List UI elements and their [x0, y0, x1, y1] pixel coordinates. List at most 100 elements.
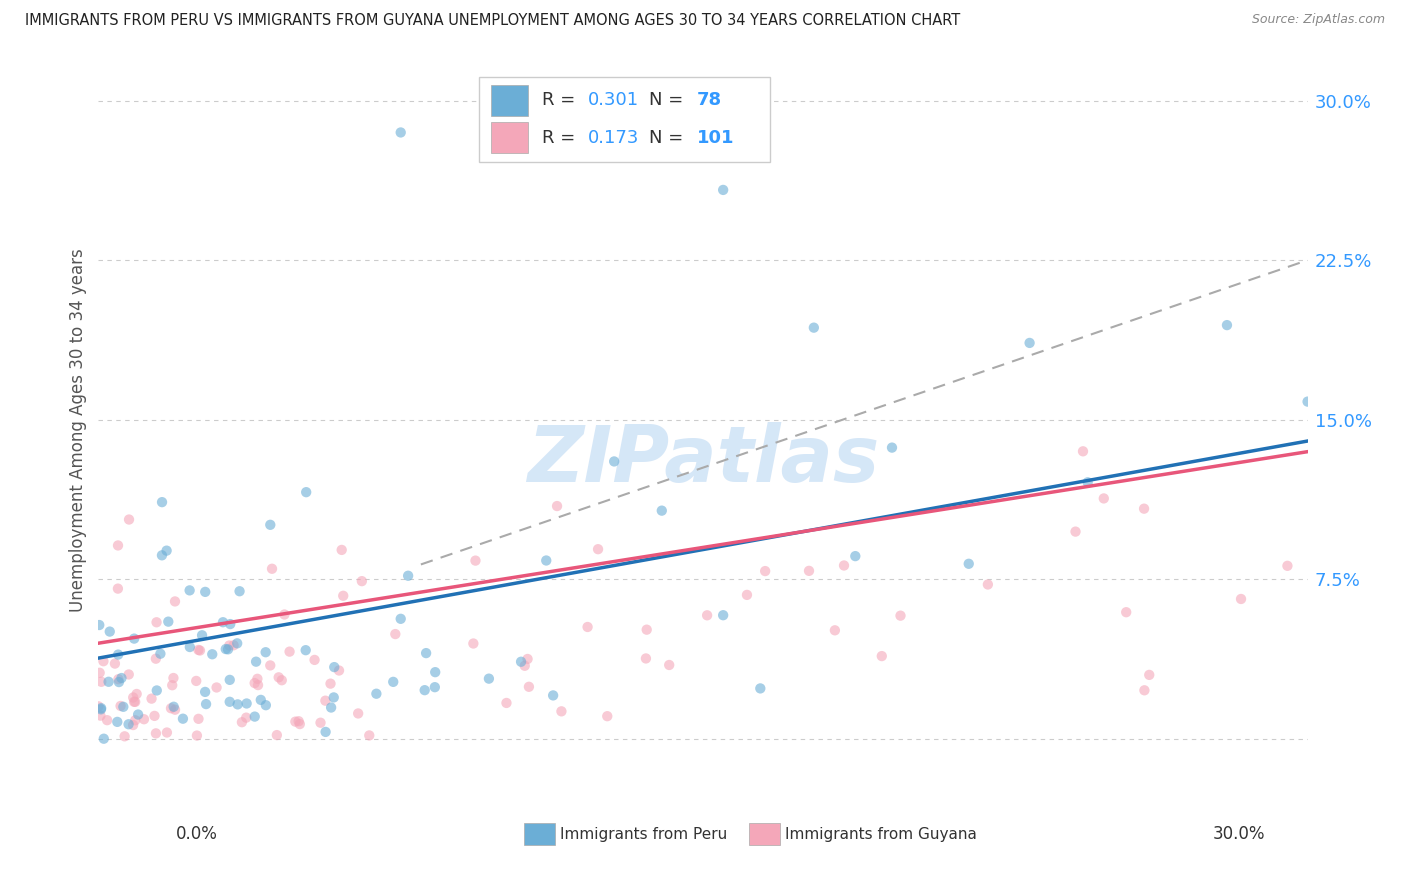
Point	[977, 577, 1000, 591]
Point	[1115, 605, 1137, 619]
Point	[254, 645, 277, 659]
Point	[118, 667, 141, 681]
Point	[124, 695, 146, 709]
Point	[235, 711, 257, 725]
Point	[651, 503, 673, 517]
Point	[163, 699, 186, 714]
Point	[803, 320, 825, 334]
Point	[382, 674, 405, 689]
Point	[107, 648, 129, 662]
Point	[245, 655, 267, 669]
Point	[112, 699, 135, 714]
Point	[634, 651, 657, 665]
Point	[150, 495, 173, 509]
Point	[187, 712, 209, 726]
Text: N =: N =	[648, 128, 689, 146]
Point	[319, 676, 342, 690]
Point	[226, 698, 249, 712]
Point	[658, 658, 681, 673]
Point	[824, 624, 846, 638]
Point	[321, 700, 343, 714]
Point	[889, 608, 911, 623]
Point	[93, 731, 115, 746]
Point	[156, 725, 179, 739]
Point	[294, 643, 316, 657]
Point	[1092, 491, 1115, 506]
Point	[495, 696, 517, 710]
Point	[179, 640, 201, 654]
Point	[749, 681, 772, 696]
Point	[110, 698, 132, 713]
Point	[266, 728, 288, 742]
Point	[259, 658, 281, 673]
Point	[107, 538, 129, 552]
Point	[145, 615, 167, 630]
Point	[93, 654, 115, 668]
Text: 30.0%: 30.0%	[1213, 825, 1265, 843]
Point	[586, 542, 609, 557]
Point	[231, 715, 253, 730]
Point	[145, 651, 167, 665]
Point	[870, 649, 893, 664]
Point	[246, 672, 269, 686]
Point	[284, 714, 307, 729]
Point	[141, 691, 163, 706]
Point	[107, 672, 129, 686]
Point	[243, 676, 266, 690]
Point	[124, 713, 146, 727]
Text: ZIPatlas: ZIPatlas	[527, 422, 879, 499]
Point	[222, 638, 245, 652]
Point	[228, 584, 250, 599]
Point	[157, 615, 180, 629]
Point	[90, 701, 112, 715]
Point	[122, 690, 145, 705]
Point	[217, 642, 239, 657]
Text: IMMIGRANTS FROM PERU VS IMMIGRANTS FROM GUYANA UNEMPLOYMENT AMONG AGES 30 TO 34 : IMMIGRANTS FROM PERU VS IMMIGRANTS FROM …	[25, 13, 960, 29]
Text: 78: 78	[697, 92, 723, 110]
Point	[160, 678, 183, 692]
Point	[172, 712, 194, 726]
Point	[1077, 475, 1099, 490]
Point	[463, 636, 485, 650]
Text: N =: N =	[648, 92, 689, 110]
Point	[711, 183, 734, 197]
Point	[194, 585, 217, 599]
Point	[576, 620, 599, 634]
Text: 0.0%: 0.0%	[176, 825, 218, 843]
Point	[328, 664, 350, 678]
Point	[108, 675, 131, 690]
Point	[315, 725, 337, 739]
Point	[832, 558, 855, 573]
Point	[122, 632, 145, 646]
Point	[880, 441, 903, 455]
Point	[1230, 591, 1253, 606]
Point	[132, 712, 155, 726]
Point	[247, 678, 270, 692]
Point	[288, 717, 311, 731]
Point	[122, 718, 145, 732]
Point	[735, 588, 758, 602]
Point	[844, 549, 866, 563]
Point	[304, 653, 326, 667]
Point	[188, 643, 211, 657]
Point	[278, 645, 301, 659]
Point	[396, 568, 419, 582]
Point	[194, 685, 217, 699]
Point	[260, 562, 283, 576]
Point	[1296, 394, 1319, 409]
Point	[201, 647, 224, 661]
Point	[389, 125, 412, 139]
Point	[546, 499, 568, 513]
Point	[957, 557, 980, 571]
Point	[146, 683, 169, 698]
Point	[350, 574, 373, 589]
Point	[1071, 444, 1094, 458]
Point	[516, 652, 538, 666]
Point	[1277, 558, 1299, 573]
Point	[259, 517, 281, 532]
FancyBboxPatch shape	[479, 77, 769, 162]
Text: Source: ZipAtlas.com: Source: ZipAtlas.com	[1251, 13, 1385, 27]
Point	[510, 655, 533, 669]
Point	[163, 594, 186, 608]
Bar	[492, 122, 527, 153]
